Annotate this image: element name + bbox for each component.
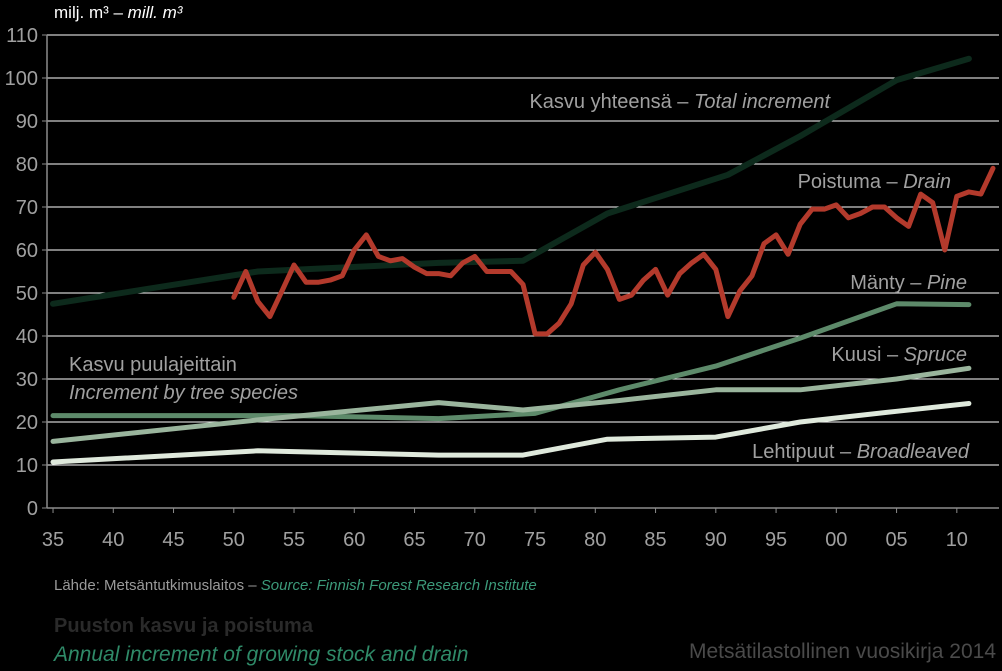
series-lines: [50, 55, 996, 465]
y-tick-label: 110: [6, 25, 38, 47]
x-tick-label: 40: [102, 529, 124, 551]
x-tick-label: 05: [885, 529, 907, 551]
y-tick-label: 0: [27, 498, 38, 520]
y-unit-label: milj. m³ – mill. m³: [54, 3, 184, 22]
y-tick-label: 10: [16, 455, 38, 477]
group-label-fi: Kasvu puulajeittain: [69, 354, 237, 376]
series-line-spruce: [50, 365, 972, 444]
x-tick-label: 50: [223, 529, 245, 551]
x-tick-label: 35: [42, 529, 64, 551]
x-tick-labels: 35 40 45 50 55 60 65 70 75 80 85 90 95 00 05 10: [42, 529, 968, 551]
y-tick-label: 20: [16, 412, 38, 434]
x-tick-label: 65: [403, 529, 425, 551]
x-tick-label: 45: [162, 529, 184, 551]
series-label-spruce: Kuusi – Spruce: [831, 344, 967, 366]
series-label-broadleaved: Lehtipuut – Broadleaved: [752, 441, 970, 463]
source-note: Lähde: Metsäntutkimuslaitos – Source: Fi…: [54, 577, 537, 594]
x-tick-label: 75: [524, 529, 546, 551]
y-tick-label: 100: [5, 68, 38, 90]
x-tick-label: 55: [283, 529, 305, 551]
series-label-pine: Mänty – Pine: [850, 272, 967, 294]
y-tick-label: 30: [16, 369, 38, 391]
series-line-pine: [50, 301, 972, 422]
series-label-total: Kasvu yhteensä – Total increment: [529, 91, 831, 113]
group-label-en: Increment by tree species: [69, 382, 298, 404]
y-tick-label: 50: [16, 283, 38, 305]
x-tick-label: 60: [343, 529, 365, 551]
yearbook-label: Metsätilastollinen vuosikirja 2014: [689, 640, 996, 663]
x-tick-label: 00: [825, 529, 847, 551]
y-tick-label: 90: [16, 111, 38, 133]
series-line-total: [50, 55, 972, 307]
y-tick-label: 40: [16, 326, 38, 348]
y-tick-labels: 0 10 20 30 40 50 60 70 80 90 100 110: [5, 25, 38, 520]
x-tick-label: 80: [584, 529, 606, 551]
chart-subtitle: Annual increment of growing stock and dr…: [54, 643, 469, 666]
series-line-broadleaved: [50, 401, 972, 465]
x-tick-label: 85: [644, 529, 666, 551]
x-tick-label: 95: [765, 529, 787, 551]
y-tick-label: 60: [16, 240, 38, 262]
series-line-drain: [231, 165, 996, 337]
series-label-drain: Poistuma – Drain: [798, 171, 951, 193]
x-tick-label: 90: [705, 529, 727, 551]
chart-title: Puuston kasvu ja poistuma: [54, 615, 313, 637]
x-tick-label: 70: [464, 529, 486, 551]
y-tick-label: 70: [16, 197, 38, 219]
y-tick-label: 80: [16, 154, 38, 176]
x-tick-label: 10: [946, 529, 968, 551]
axes: [42, 34, 999, 513]
